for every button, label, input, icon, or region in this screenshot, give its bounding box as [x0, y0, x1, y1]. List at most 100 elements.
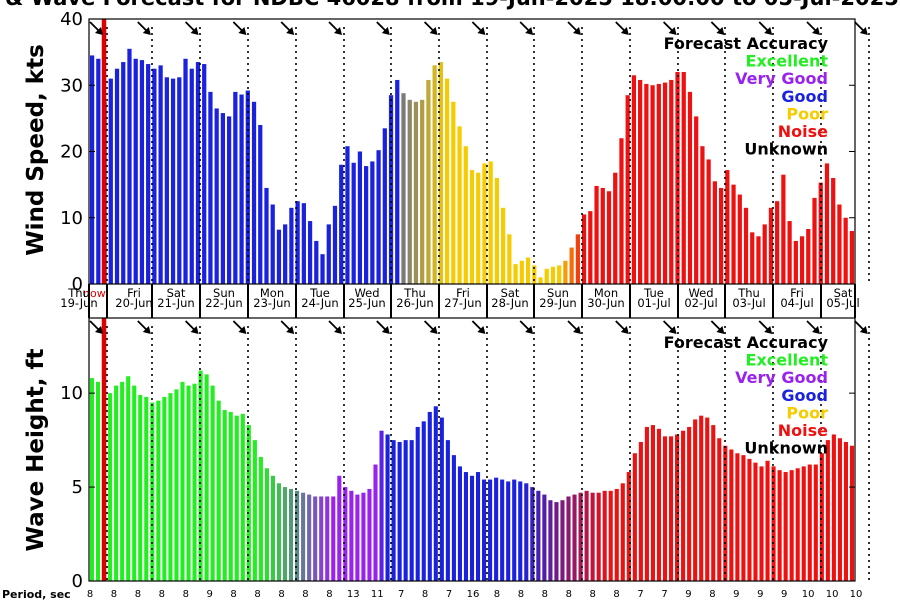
chart-title: & Wave Forecast for NDBC 46028 from 19-J… — [5, 0, 899, 10]
bar — [457, 466, 462, 581]
bar — [681, 430, 686, 581]
y-tick-label: 30 — [60, 75, 83, 96]
direction-arrow-icon — [137, 320, 151, 334]
date-label: 19-Jun — [60, 296, 97, 310]
bar — [295, 490, 300, 581]
bar — [90, 55, 95, 284]
period-value: 8 — [494, 589, 500, 600]
bar — [208, 91, 213, 285]
bar — [596, 492, 601, 581]
legend-item: Unknown — [744, 140, 828, 159]
bar — [729, 449, 734, 581]
bar — [192, 383, 197, 581]
date-label: 23-Jun — [253, 296, 290, 310]
bar — [445, 440, 450, 581]
direction-arrow-icon — [376, 21, 390, 35]
bar — [421, 421, 426, 581]
bar — [314, 240, 319, 284]
bar — [594, 185, 599, 284]
bar — [409, 440, 414, 581]
bar — [626, 472, 631, 581]
bar — [741, 455, 746, 581]
bar — [849, 231, 854, 284]
bar — [114, 68, 120, 284]
direction-arrow-icon — [519, 21, 534, 35]
period-value: 8 — [518, 589, 524, 600]
legend-item: Poor — [786, 104, 828, 123]
period-value: 7 — [661, 589, 667, 600]
direction-arrow-icon — [806, 21, 820, 35]
y-tick-label: 5 — [72, 477, 83, 498]
bar — [775, 201, 780, 284]
period-value: 8 — [111, 589, 117, 600]
bar — [463, 472, 469, 581]
bar — [717, 438, 722, 581]
bar — [500, 479, 505, 581]
bar — [538, 277, 543, 285]
bar — [731, 184, 736, 285]
bar — [202, 64, 207, 284]
bar — [144, 396, 149, 581]
direction-arrow-icon — [232, 320, 247, 334]
bar — [432, 65, 437, 285]
bar — [413, 101, 419, 284]
bar — [513, 264, 518, 285]
direction-arrow-icon — [280, 320, 295, 334]
bar — [656, 428, 662, 581]
period-value: 9 — [207, 589, 213, 600]
direction-arrow-icon — [662, 320, 677, 334]
bar — [711, 425, 716, 581]
bar — [339, 164, 344, 284]
direction-arrow-icon — [710, 21, 725, 35]
bar — [837, 204, 842, 284]
period-value: 9 — [685, 589, 691, 600]
direction-arrow-icon — [615, 320, 629, 334]
bar — [566, 496, 571, 581]
bar — [295, 201, 300, 284]
period-value: 8 — [230, 589, 236, 600]
day-of-week-label: Wed — [354, 286, 379, 300]
date-label: 01-Jul — [637, 296, 670, 310]
bar — [813, 464, 818, 581]
direction-arrow-icon — [662, 21, 677, 35]
period-value: 9 — [781, 589, 787, 600]
bar — [189, 68, 194, 284]
bar — [614, 488, 619, 581]
y-tick-label: 10 — [60, 208, 83, 229]
date-label: 30-Jun — [587, 296, 624, 310]
period-value: 8 — [566, 589, 572, 600]
bar — [650, 85, 655, 284]
bar — [108, 78, 113, 285]
period-value: 9 — [733, 589, 739, 600]
bar — [195, 62, 201, 285]
bar — [644, 83, 649, 285]
period-value: 7 — [446, 589, 452, 600]
y-tick-label: 20 — [60, 142, 83, 163]
bar — [152, 68, 157, 284]
direction-arrow-icon — [376, 320, 390, 334]
date-label: 25-Jun — [348, 296, 385, 310]
bar — [613, 172, 618, 284]
bar — [824, 163, 830, 284]
bar — [331, 496, 336, 581]
period-value: 8 — [590, 589, 596, 600]
bar — [705, 417, 710, 581]
bar — [180, 381, 185, 581]
bar — [662, 82, 668, 284]
bar — [644, 426, 649, 581]
bar — [554, 502, 559, 581]
direction-arrow-icon — [89, 21, 103, 35]
bar — [806, 229, 811, 284]
bar — [765, 460, 770, 581]
day-of-week-label: Sun — [213, 286, 235, 300]
bar — [781, 174, 786, 284]
bar — [270, 204, 275, 284]
bar — [385, 434, 390, 581]
bar — [747, 458, 752, 581]
bar — [620, 483, 625, 581]
bar — [451, 101, 456, 284]
bar — [174, 389, 179, 581]
bar — [132, 385, 137, 581]
bar — [332, 205, 338, 284]
legend-item: Noise — [778, 421, 828, 440]
